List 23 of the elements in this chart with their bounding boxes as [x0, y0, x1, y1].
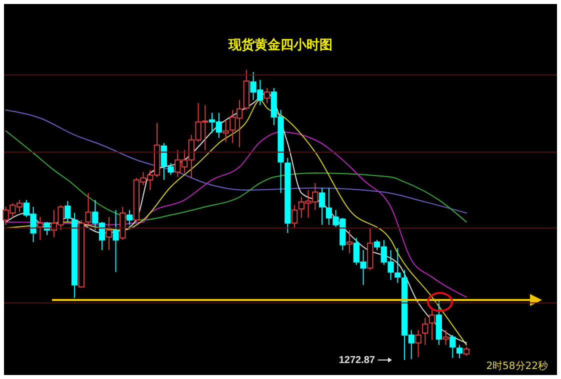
candlestick [85, 192, 92, 226]
text: 2时58分22秒 [486, 360, 548, 372]
candlestick [264, 87, 270, 104]
candlestick [168, 162, 174, 176]
chart-title: 现货黄金四小时图 [228, 37, 332, 53]
candlestick [442, 330, 449, 346]
candlestick [415, 330, 422, 358]
candlestick [456, 344, 463, 358]
candlestick [422, 317, 428, 346]
candlestick [222, 119, 229, 142]
candlestick [106, 216, 112, 251]
candlestick [126, 210, 133, 226]
candlestick [394, 248, 401, 284]
candlestick [64, 200, 71, 222]
candlestick [160, 142, 167, 180]
candlestick [428, 310, 436, 340]
candlestick [37, 216, 44, 240]
annotation: 1272.87 [338, 355, 376, 366]
candlestick [291, 204, 298, 229]
candlestick [112, 210, 119, 273]
candlestick [450, 334, 456, 358]
candlestick [346, 230, 353, 254]
candlestick [318, 188, 326, 226]
